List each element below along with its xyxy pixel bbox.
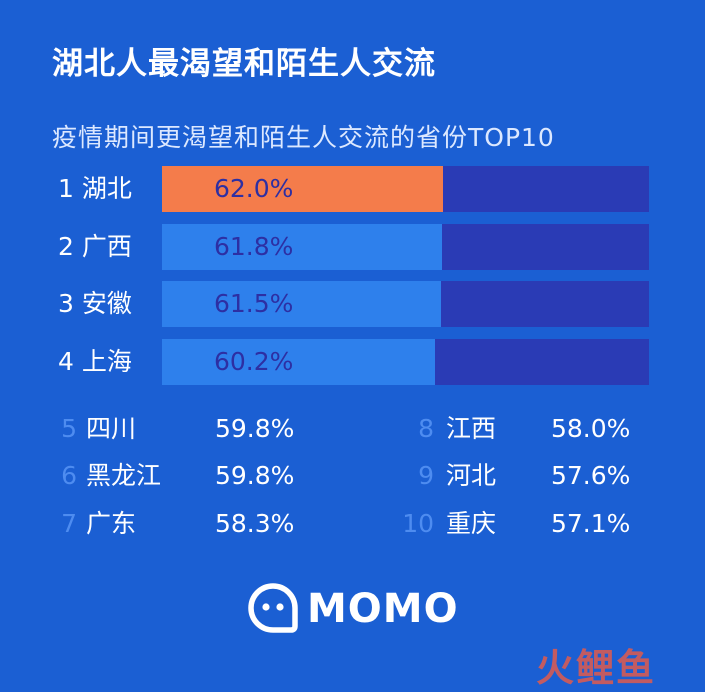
bar-track: 61.8%	[162, 224, 649, 270]
bar-row-4: 4 上海 60.2%	[0, 339, 705, 385]
list-item-8: 8 江西 58.0%	[0, 409, 705, 449]
list-rank: 5	[61, 414, 77, 443]
list-category-label: 黑龙江	[86, 461, 162, 490]
list-category-label: 四川	[86, 414, 137, 443]
bar-track: 62.0%	[162, 166, 649, 212]
list-item-9: 9 河北 57.6%	[0, 456, 705, 496]
bar-category-label: 3 安徽	[58, 289, 132, 318]
list-category-label: 河北	[446, 461, 497, 490]
list-value-label: 58.0%	[551, 414, 631, 443]
bar-track: 60.2%	[162, 339, 649, 385]
list-category-label: 广东	[86, 509, 137, 538]
list-value-label: 59.8%	[215, 414, 295, 443]
momo-logo: MOMO	[247, 582, 458, 634]
bar-category-label: 2 广西	[58, 232, 132, 261]
list-rank: 8	[418, 414, 434, 443]
watermark: 火鲤鱼	[536, 646, 657, 690]
bar-row-1: 1 湖北 62.0%	[0, 166, 705, 212]
bar-value-label: 60.2%	[214, 347, 294, 376]
list-rank: 10	[402, 509, 434, 538]
bar-value-label: 62.0%	[214, 174, 294, 203]
chart-title: 湖北人最渴望和陌生人交流	[52, 46, 436, 82]
momo-chat-bubble-icon	[248, 583, 298, 633]
bar-fill-1	[162, 166, 443, 212]
bar-category-label: 4 上海	[58, 347, 132, 376]
list-category-label: 江西	[446, 414, 497, 443]
bar-row-3: 3 安徽 61.5%	[0, 281, 705, 327]
bar-value-label: 61.8%	[214, 232, 294, 261]
list-value-label: 58.3%	[215, 509, 295, 538]
bar-category-label: 1 湖北	[58, 174, 132, 203]
list-rank: 7	[61, 509, 77, 538]
logo-wordmark: MOMO	[307, 586, 459, 632]
bar-row-2: 2 广西 61.8%	[0, 224, 705, 270]
list-item-6: 6 黑龙江 59.8%	[0, 456, 705, 496]
bar-fill-3	[162, 281, 441, 327]
list-value-label: 59.8%	[215, 461, 295, 490]
list-item-5: 5 四川 59.8%	[0, 409, 705, 449]
bar-chart: 1 湖北 62.0% 2 广西 61.8% 3 安徽 61.5% 4 上海 60.2%	[0, 166, 705, 385]
list-item-7: 7 广东 58.3%	[0, 504, 705, 544]
bar-track: 61.5%	[162, 281, 649, 327]
list-item-10: 10 重庆 57.1%	[0, 504, 705, 544]
list-value-label: 57.1%	[551, 509, 631, 538]
list-category-label: 重庆	[446, 509, 497, 538]
list-value-label: 57.6%	[551, 461, 631, 490]
bar-fill-4	[162, 339, 435, 385]
list-rank: 6	[61, 461, 77, 490]
list-rank: 9	[418, 461, 434, 490]
bar-value-label: 61.5%	[214, 289, 294, 318]
chart-subtitle: 疫情期间更渴望和陌生人交流的省份TOP10	[52, 123, 555, 152]
bar-fill-2	[162, 224, 442, 270]
